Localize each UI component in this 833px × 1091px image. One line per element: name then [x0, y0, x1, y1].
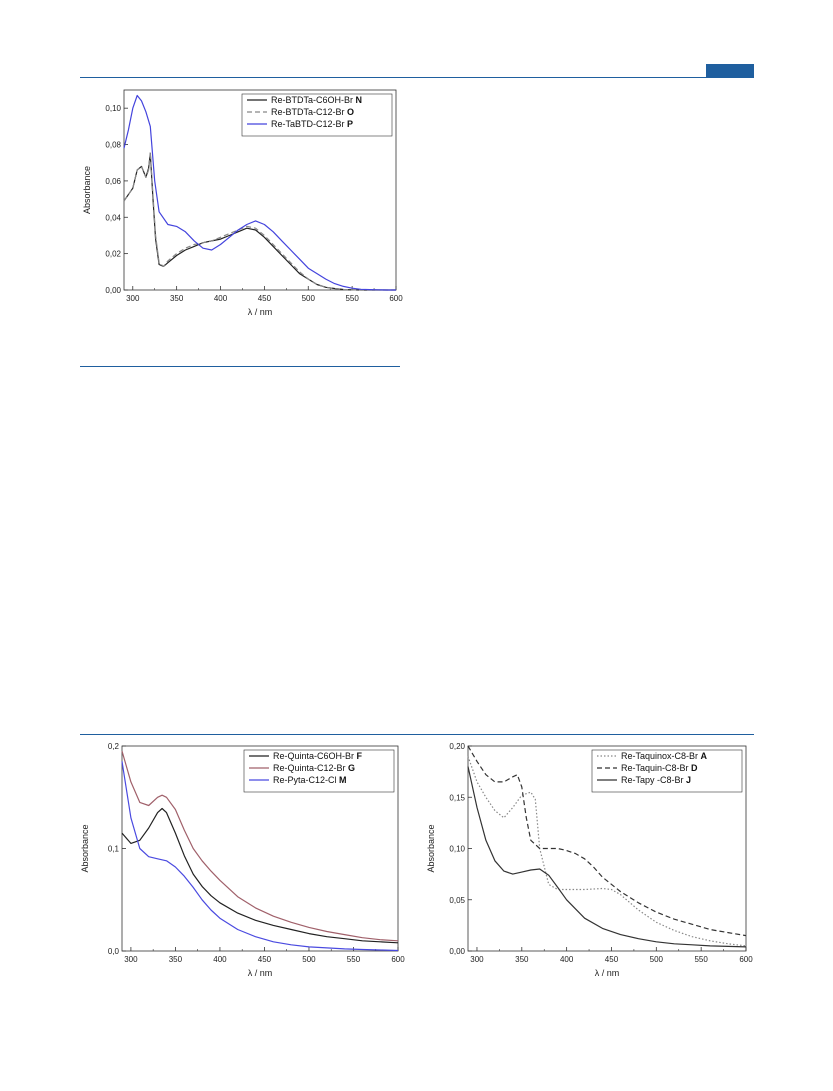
chart1-series-line-F: [121, 807, 399, 944]
chart1-y-tick-label: 0,0: [108, 947, 120, 956]
chart0-x-tick-label: 350: [170, 294, 184, 303]
chart2-y-tick-label: 0,00: [449, 947, 465, 956]
section-rule-mid: [80, 366, 400, 367]
chart-top: 300 350 400 450 500 550 600 0,00 0,02 0,04 0,06 0,0…: [82, 89, 403, 317]
chart1-legend-name: Re-Pyta-C12-Cl: [273, 775, 339, 785]
chart2-x-tick-label: 300: [470, 955, 484, 964]
chart0-legend-box: [241, 93, 393, 137]
chart2-series-line-A: [467, 756, 747, 947]
chart0-y-tick-label: 0,10: [105, 104, 121, 113]
chart0-y-axis-title: Absorbance: [82, 166, 92, 214]
chart0-x-tick-label: 300: [126, 294, 140, 303]
chart1-x-tick-label: 400: [213, 955, 227, 964]
chart2-x-tick-label: 500: [650, 955, 664, 964]
chart1-legend-suffix: M: [339, 775, 347, 785]
chart1-x-tick-label: 500: [302, 955, 316, 964]
chart-bottom-right: 300 350 400 450 500 550 600 0,00 0,05 0,10 0,15 0,2…: [426, 742, 753, 978]
chart2-y-tick-label: 0,20: [449, 742, 465, 751]
chart2-x-tick-label: 600: [739, 955, 753, 964]
chart0-y-tick-label: 0,00: [105, 286, 121, 295]
chart0-x-axis-title: λ / nm: [248, 307, 273, 317]
chart1-x-axis-title: λ / nm: [248, 968, 273, 978]
chart0-legend-label-N: Re-BTDTa-C6OH-Br N: [271, 95, 362, 105]
chart0-legend-label-O: Re-BTDTa-C12-Br O: [271, 107, 354, 117]
header-rule: [80, 77, 754, 78]
chart2-x-tick-label: 450: [605, 955, 619, 964]
chart2-legend-suffix: D: [691, 763, 698, 773]
chart2-y-axis-title: Absorbance: [426, 824, 436, 872]
chart0-x-tick-label: 400: [214, 294, 228, 303]
chart0-legend-suffix: N: [356, 95, 363, 105]
chart1-x-tick-label: 350: [169, 955, 183, 964]
chart2-legend-name: Re-Taquin-C8-Br: [621, 763, 691, 773]
section-rule-bottom: [80, 734, 754, 735]
chart2-series-line-J: [467, 766, 747, 948]
chart0-y-tick-label: 0,04: [105, 213, 121, 222]
chart1-x-tick-label: 450: [258, 955, 272, 964]
chart0-legend-name: Re-BTDTa-C12-Br: [271, 107, 347, 117]
chart2-legend-box: [591, 749, 743, 793]
chart0-series-line-N: [123, 153, 396, 291]
chart0-legend-label-P: Re-TaBTD-C12-Br P: [271, 119, 353, 129]
chart0-legend-name: Re-BTDTa-C6OH-Br: [271, 95, 356, 105]
chart0-y-tick-label: 0,08: [105, 141, 121, 150]
chart-bottom-left: 300 350 400 450 500 550 600 0,0 0,1 0,2 λ / nm Abso…: [80, 742, 405, 978]
chart1-x-tick-label: 300: [124, 955, 138, 964]
chart2-legend-name: Re-Taquinox-C8-Br: [621, 751, 701, 761]
chart1-legend-box: [243, 749, 395, 793]
chart1-series-line-M: [121, 761, 399, 952]
chart1-legend-suffix: G: [348, 763, 355, 773]
chart1-legend-name: Re-Quinta-C12-Br: [273, 763, 348, 773]
chart1-y-tick-label: 0,1: [108, 845, 120, 854]
chart1-y-axis-title: Absorbance: [80, 824, 90, 872]
header-tab: [706, 64, 754, 78]
chart2-y-tick-label: 0,05: [449, 896, 465, 905]
chart2-x-tick-label: 550: [694, 955, 708, 964]
chart0-x-tick-label: 450: [258, 294, 272, 303]
chart0-legend-name: Re-TaBTD-C12-Br: [271, 119, 347, 129]
chart0-legend-suffix: O: [347, 107, 354, 117]
chart2-legend-label-A: Re-Taquinox-C8-Br A: [621, 751, 708, 761]
chart0-y-tick-label: 0,06: [105, 177, 121, 186]
chart1-legend-name: Re-Quinta-C6OH-Br: [273, 751, 357, 761]
chart0-legend-suffix: P: [347, 119, 353, 129]
chart2-legend-suffix: A: [701, 751, 708, 761]
chart1-legend-label-M: Re-Pyta-C12-Cl M: [273, 775, 347, 785]
chart2-legend-name: Re-Tapy -C8-Br: [621, 775, 686, 785]
chart0-series-line-P: [123, 94, 396, 291]
chart0-x-tick-label: 600: [389, 294, 403, 303]
chart2-x-axis-title: λ / nm: [595, 968, 620, 978]
chart2-x-tick-label: 400: [560, 955, 574, 964]
chart1-x-tick-label: 550: [347, 955, 361, 964]
chart0-x-tick-label: 550: [345, 294, 359, 303]
chart2-y-tick-label: 0,10: [449, 845, 465, 854]
chart1-x-tick-label: 600: [391, 955, 405, 964]
chart1-y-tick-label: 0,2: [108, 742, 120, 751]
chart0-y-tick-label: 0,02: [105, 250, 121, 259]
chart1-legend-label-F: Re-Quinta-C6OH-Br F: [273, 751, 363, 761]
chart2-legend-label-D: Re-Taquin-C8-Br D: [621, 763, 698, 773]
chart2-y-tick-label: 0,15: [449, 793, 465, 802]
chart1-legend-suffix: F: [357, 751, 363, 761]
chart0-x-tick-label: 500: [302, 294, 316, 303]
chart0-series-line-O: [123, 151, 396, 291]
chart2-x-tick-label: 350: [515, 955, 529, 964]
chart1-series-line-G: [121, 750, 399, 942]
chart1-legend-label-G: Re-Quinta-C12-Br G: [273, 763, 355, 773]
chart2-series-line-D: [467, 745, 747, 937]
chart0-frame: [123, 89, 397, 291]
chart2-legend-label-J: Re-Tapy -C8-Br J: [621, 775, 691, 785]
chart2-legend-suffix: J: [686, 775, 691, 785]
